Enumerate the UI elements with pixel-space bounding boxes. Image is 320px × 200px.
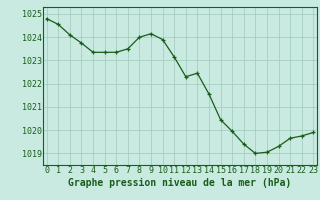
X-axis label: Graphe pression niveau de la mer (hPa): Graphe pression niveau de la mer (hPa) (68, 178, 292, 188)
